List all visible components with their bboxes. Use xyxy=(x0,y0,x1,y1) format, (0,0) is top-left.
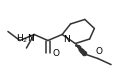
Text: O: O xyxy=(53,49,60,58)
Text: H$_2$N: H$_2$N xyxy=(16,33,35,45)
Text: O: O xyxy=(95,47,102,56)
Text: N: N xyxy=(63,35,70,44)
